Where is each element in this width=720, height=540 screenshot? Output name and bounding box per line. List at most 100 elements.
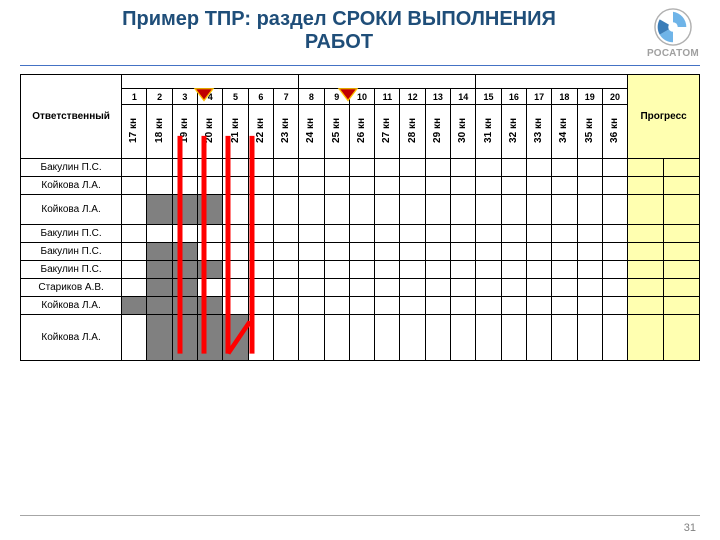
week-label: 28 кн	[408, 118, 418, 143]
gantt-cell	[375, 159, 400, 177]
progress-cell	[664, 243, 700, 261]
gantt-cell	[400, 243, 425, 261]
week-label-cell: 17 кн	[122, 105, 147, 159]
week-label: 33 кн	[534, 118, 544, 143]
gantt-cell	[602, 279, 627, 297]
gantt-cell	[324, 177, 349, 195]
gantt-cell	[552, 297, 577, 315]
gantt-cell	[248, 243, 273, 261]
gantt-cell	[501, 225, 526, 243]
gantt-cell	[248, 177, 273, 195]
gantt-cell	[147, 177, 172, 195]
gantt-cell	[248, 225, 273, 243]
gantt-cell	[526, 225, 551, 243]
gantt-cell	[198, 177, 223, 195]
gantt-cell	[451, 225, 476, 243]
week-label-cell: 25 кн	[324, 105, 349, 159]
week-num: 20	[602, 89, 627, 105]
gantt-cell	[577, 195, 602, 225]
gantt-cell	[172, 261, 197, 279]
gantt-cell	[501, 315, 526, 361]
gantt-cell	[451, 195, 476, 225]
gantt-cell	[375, 297, 400, 315]
gantt-cell	[198, 261, 223, 279]
gantt-cell	[451, 297, 476, 315]
gantt-cell	[172, 225, 197, 243]
week-label-cell: 30 кн	[451, 105, 476, 159]
gantt-cell	[172, 315, 197, 361]
gantt-cell	[147, 297, 172, 315]
gantt-cell	[223, 159, 248, 177]
week-label-cell: 29 кн	[425, 105, 450, 159]
week-label: 35 кн	[585, 118, 595, 143]
gantt-cell	[425, 315, 450, 361]
gantt-cell	[248, 279, 273, 297]
week-label-cell: 19 кн	[172, 105, 197, 159]
gantt-cell	[324, 243, 349, 261]
gantt-cell	[602, 225, 627, 243]
week-number-row: 1234567891011121314151617181920	[21, 89, 700, 105]
gantt-cell	[451, 261, 476, 279]
gantt-cell	[375, 225, 400, 243]
gantt-cell	[476, 177, 501, 195]
gantt-cell	[147, 159, 172, 177]
week-num: 11	[375, 89, 400, 105]
table-row: Койкова Л.А.	[21, 297, 700, 315]
gantt-cell	[451, 177, 476, 195]
gantt-cell	[223, 297, 248, 315]
gantt-cell	[602, 195, 627, 225]
gantt-cell	[324, 279, 349, 297]
gantt-cell	[501, 279, 526, 297]
week-label: 17 кн	[129, 118, 139, 143]
week-label: 32 кн	[509, 118, 519, 143]
gantt-cell	[273, 195, 298, 225]
gantt-cell	[324, 225, 349, 243]
week-label-cell: 34 кн	[552, 105, 577, 159]
gantt-cell	[299, 225, 324, 243]
gantt-cell	[552, 243, 577, 261]
gantt-cell	[324, 315, 349, 361]
week-label-cell: 32 кн	[501, 105, 526, 159]
gantt-cell	[147, 225, 172, 243]
gantt-cell	[425, 177, 450, 195]
gantt-cell	[172, 243, 197, 261]
week-label: 34 кн	[559, 118, 569, 143]
gantt-cell	[577, 261, 602, 279]
gantt-cell	[451, 315, 476, 361]
gantt-cell	[273, 297, 298, 315]
progress-cell	[664, 195, 700, 225]
progress-cell	[628, 225, 664, 243]
gantt-cell	[400, 261, 425, 279]
logo-icon	[654, 8, 692, 46]
logo: РОСАТОМ	[638, 8, 708, 59]
progress-cell	[664, 159, 700, 177]
gantt-cell	[349, 261, 374, 279]
table-row: Бакулин П.С.	[21, 159, 700, 177]
gantt-cell	[602, 243, 627, 261]
gantt-cell	[577, 279, 602, 297]
gantt-cell	[526, 177, 551, 195]
week-label: 29 кн	[433, 118, 443, 143]
progress-cell	[664, 225, 700, 243]
gantt-cell	[273, 279, 298, 297]
gantt-cell	[375, 279, 400, 297]
gantt-cell	[349, 195, 374, 225]
gantt-body: Бакулин П.С.Койкова Л.А.Койкова Л.А.Баку…	[21, 159, 700, 361]
gantt-cell	[501, 159, 526, 177]
gantt-cell	[526, 243, 551, 261]
gantt-cell	[526, 159, 551, 177]
gantt-cell	[425, 159, 450, 177]
gantt-cell	[476, 279, 501, 297]
gantt-cell	[602, 297, 627, 315]
progress-cell	[664, 297, 700, 315]
gantt-cell	[349, 225, 374, 243]
table-row: Койкова Л.А.	[21, 195, 700, 225]
gantt-cell	[400, 225, 425, 243]
week-label: 27 кн	[382, 118, 392, 143]
gantt-cell	[147, 279, 172, 297]
gantt-cell	[476, 225, 501, 243]
gantt-cell	[198, 195, 223, 225]
week-label: 30 кн	[458, 118, 468, 143]
gantt-cell	[248, 297, 273, 315]
slide-header: Пример ТПР: раздел СРОКИ ВЫПОЛНЕНИЯ РАБО…	[0, 0, 720, 63]
